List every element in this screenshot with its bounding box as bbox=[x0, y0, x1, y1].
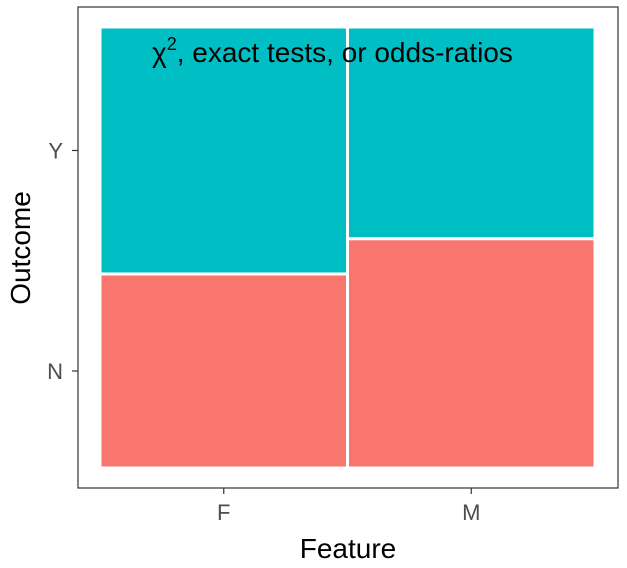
x-axis-title: Feature bbox=[300, 533, 397, 564]
annotation-superscript: 2 bbox=[167, 34, 177, 54]
panel-border bbox=[77, 6, 619, 489]
mosaic-tile-m-n bbox=[346, 237, 597, 470]
annotation-text: , exact tests, or odds-ratios bbox=[177, 37, 513, 68]
x-tick-label-f: F bbox=[217, 500, 230, 525]
y-tick-label-y: Y bbox=[48, 138, 63, 163]
mosaic-tile-f-n bbox=[98, 272, 349, 470]
mosaic-tile-m-y bbox=[346, 25, 597, 241]
x-tick-label-m: M bbox=[462, 500, 480, 525]
mosaic-tile-f-y bbox=[98, 25, 349, 276]
mosaic-tiles bbox=[98, 25, 597, 470]
y-tick-label-n: N bbox=[47, 359, 63, 384]
y-axis-title: Outcome bbox=[5, 191, 36, 305]
axis-ticks: F M N Y bbox=[47, 138, 480, 525]
chart-annotation: χ2, exact tests, or odds-ratios bbox=[152, 34, 513, 68]
annotation-symbol: χ bbox=[152, 37, 167, 68]
